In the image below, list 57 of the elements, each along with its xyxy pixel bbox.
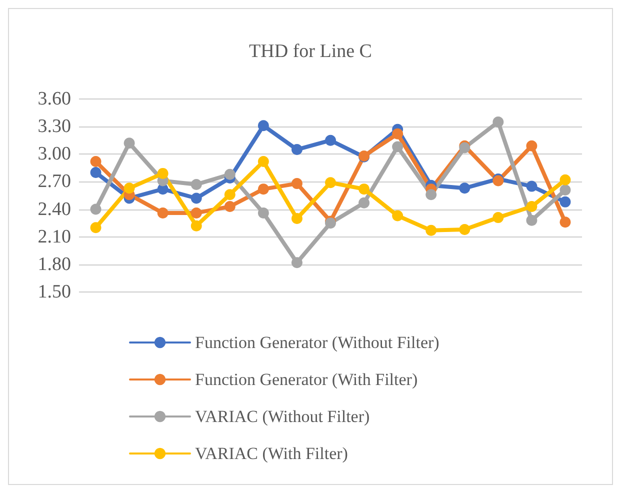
point [224,201,236,212]
point [124,182,135,194]
point [190,207,202,218]
point [459,182,470,194]
point [224,168,236,180]
point [258,156,269,167]
point [560,216,571,228]
point [325,134,336,146]
point [90,156,102,167]
chart-title: THD for Line C [249,41,372,62]
y-tick-label: 2.40 [38,198,71,220]
point [291,144,302,156]
y-tick-label: 1.80 [38,254,71,275]
point [526,140,538,152]
point [124,138,135,149]
point [392,128,404,140]
point [492,116,504,128]
point [426,224,437,236]
point [90,222,102,234]
point [526,214,538,226]
point [90,204,102,215]
point [90,167,102,178]
y-tick-label: 3.30 [38,116,71,138]
legend-label: Function Generator (With Filter) [195,370,418,389]
point [560,196,571,208]
point [291,178,302,190]
point [358,197,370,208]
point [291,257,302,268]
point [291,212,302,224]
y-tick-label: 2.10 [38,226,71,248]
point [190,220,202,232]
point [258,184,269,195]
point [224,189,236,200]
y-tick-label: 2.70 [38,171,71,192]
point [258,207,269,218]
point [157,207,168,218]
point [358,184,370,195]
point [325,177,336,188]
y-tick-label: 3.60 [38,88,71,110]
point [526,201,538,212]
legend-label: VARIAC (Without Filter) [195,407,370,426]
legend-label: Function Generator (Without Filter) [195,333,440,352]
y-tick-label: 3.00 [38,144,71,165]
point [258,120,269,132]
y-tick-label: 1.50 [38,282,71,302]
point [560,184,571,196]
point [426,189,437,200]
point [492,212,504,224]
point [157,168,168,179]
point [560,174,571,186]
point [526,180,538,192]
point [190,178,202,190]
point [459,224,470,235]
point [190,192,202,204]
point [392,141,404,152]
legend-label: VARIAC (With Filter) [195,444,348,463]
point [392,210,404,222]
